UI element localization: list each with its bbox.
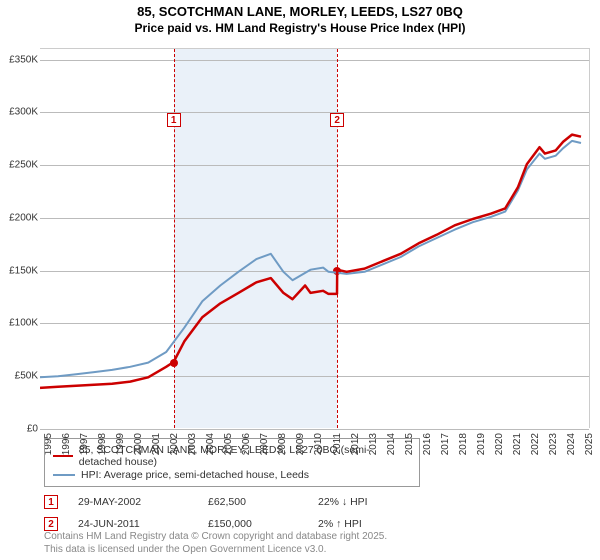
transaction-price: £62,500: [208, 496, 298, 508]
gridline: [40, 429, 589, 430]
legend-row: 85, SCOTCHMAN LANE, MORLEY, LEEDS, LS27 …: [53, 444, 411, 468]
y-axis-label: £100K: [0, 318, 38, 329]
footnote: Contains HM Land Registry data © Crown c…: [44, 530, 387, 556]
chart-title-line1: 85, SCOTCHMAN LANE, MORLEY, LEEDS, LS27 …: [0, 0, 600, 21]
y-axis-label: £300K: [0, 107, 38, 118]
transaction-delta: 22% ↓ HPI: [318, 496, 368, 508]
transaction-date: 24-JUN-2011: [78, 518, 188, 530]
y-axis-label: £350K: [0, 54, 38, 65]
chart-plot-area: £0£50K£100K£150K£200K£250K£300K£350K1995…: [40, 48, 590, 428]
transaction-delta: 2% ↑ HPI: [318, 518, 362, 530]
legend-swatch: [53, 474, 75, 476]
series-hpi: [40, 141, 581, 377]
transaction-row: 2 24-JUN-2011 £150,000 2% ↑ HPI: [44, 517, 584, 531]
transaction-row: 1 29-MAY-2002 £62,500 22% ↓ HPI: [44, 495, 584, 509]
y-axis-label: £50K: [0, 371, 38, 382]
legend-row: HPI: Average price, semi-detached house,…: [53, 469, 411, 481]
chart-legend: 85, SCOTCHMAN LANE, MORLEY, LEEDS, LS27 …: [44, 438, 584, 531]
transaction-date: 29-MAY-2002: [78, 496, 188, 508]
series-price_paid: [40, 135, 581, 388]
legend-label: 85, SCOTCHMAN LANE, MORLEY, LEEDS, LS27 …: [79, 444, 411, 468]
footnote-line2: This data is licensed under the Open Gov…: [44, 543, 387, 556]
chart-title-line2: Price paid vs. HM Land Registry's House …: [0, 21, 600, 35]
x-axis-label: 2025: [584, 433, 595, 455]
legend-label: HPI: Average price, semi-detached house,…: [81, 469, 309, 481]
y-axis-label: £250K: [0, 160, 38, 171]
transaction-id-box: 1: [44, 495, 58, 509]
y-axis-label: £150K: [0, 265, 38, 276]
y-axis-label: £0: [0, 424, 38, 435]
transaction-id-box: 2: [44, 517, 58, 531]
transaction-price: £150,000: [208, 518, 298, 530]
y-axis-label: £200K: [0, 212, 38, 223]
legend-swatch: [53, 455, 73, 457]
footnote-line1: Contains HM Land Registry data © Crown c…: [44, 530, 387, 543]
